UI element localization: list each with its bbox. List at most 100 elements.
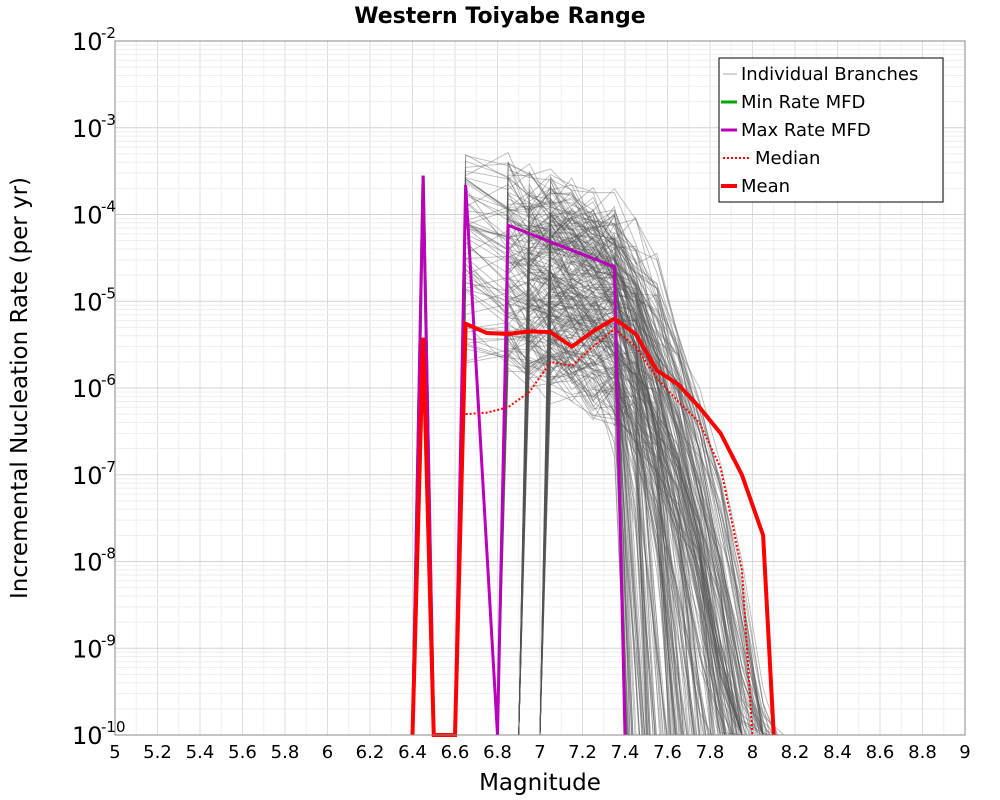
branch-curve xyxy=(454,200,657,736)
y-tick-base: 10 xyxy=(72,288,103,316)
branch-curve xyxy=(454,153,631,736)
y-tick-exponent: -3 xyxy=(101,111,116,129)
branch-curve xyxy=(518,257,700,736)
branch-curve xyxy=(454,256,645,736)
series-line-max-rate-mfd xyxy=(411,175,627,737)
branch-curve xyxy=(497,191,785,736)
branch-curve xyxy=(539,286,646,736)
branch-curve xyxy=(518,268,628,736)
branch-curve xyxy=(497,225,768,736)
branch-curve xyxy=(539,292,726,736)
branch-curve xyxy=(539,175,712,736)
branch-curve xyxy=(518,352,765,736)
series-line-median xyxy=(465,327,754,736)
branch-curve xyxy=(518,344,711,736)
branch-curve xyxy=(539,286,779,736)
branch-curve xyxy=(454,219,746,736)
x-axis-ticks: 5 5.2 5.4 5.6 5.8 6 6.2 6.4 6.6 6.8 7 7.2 7.4 7.6 7.8 8… xyxy=(109,742,970,763)
branch-curve xyxy=(454,177,648,736)
branch-curve xyxy=(497,339,684,736)
y-tick-label: 10-3 xyxy=(72,111,116,143)
branch-curve xyxy=(497,328,757,736)
branch-curve xyxy=(454,329,713,736)
branch-curve xyxy=(497,262,754,736)
branch-curve xyxy=(539,337,682,736)
branch-curve xyxy=(518,214,698,736)
branch-curve xyxy=(539,323,672,736)
y-tick-base: 10 xyxy=(72,202,103,230)
branch-curve xyxy=(539,270,725,736)
branch-curve xyxy=(539,341,748,736)
branch-curve xyxy=(497,236,694,736)
branch-curve xyxy=(518,217,783,736)
branch-curve xyxy=(518,188,715,736)
branch-curve xyxy=(539,248,670,736)
branch-curve xyxy=(497,333,776,736)
branch-curve xyxy=(518,271,706,736)
branch-curve xyxy=(518,260,668,736)
branch-curve xyxy=(497,354,746,736)
y-tick-exponent: -5 xyxy=(101,284,116,302)
branch-curve xyxy=(518,262,734,736)
branch-curve xyxy=(454,160,778,736)
branch-curve xyxy=(539,217,753,736)
branch-curve xyxy=(454,303,697,736)
branch-curve xyxy=(539,303,764,736)
branch-curve xyxy=(497,193,684,736)
y-tick-label: 10-2 xyxy=(72,24,116,56)
branch-curve xyxy=(518,301,716,736)
branch-curve xyxy=(497,219,731,736)
branch-curve xyxy=(454,225,779,736)
branch-curve xyxy=(539,239,643,736)
y-tick-label: 10-5 xyxy=(72,284,116,316)
branch-curve xyxy=(539,295,730,736)
branch-curve xyxy=(454,245,640,736)
branch-curve xyxy=(497,210,676,736)
y-tick-exponent: -4 xyxy=(101,198,116,216)
branch-curve xyxy=(454,290,706,736)
branch-curve xyxy=(497,226,762,736)
branch-curve xyxy=(454,337,668,736)
branch-curve xyxy=(539,255,682,736)
series-line-mean xyxy=(410,316,776,737)
branch-curve xyxy=(497,243,686,736)
branch-curve xyxy=(539,212,662,736)
branch-curve xyxy=(497,282,626,736)
branch-curve xyxy=(518,206,733,736)
y-tick-base: 10 xyxy=(72,722,103,750)
x-tick-label: 7.2 xyxy=(568,742,597,763)
x-tick-label: 5 xyxy=(109,742,120,763)
branch-curve xyxy=(539,308,734,736)
branch-curve xyxy=(518,262,627,736)
branch-curve xyxy=(539,214,780,736)
branch-curve xyxy=(539,242,706,736)
branch-curve xyxy=(497,161,743,736)
branch-curve xyxy=(518,220,664,736)
branch-curve xyxy=(497,327,641,736)
branch-curve xyxy=(497,327,705,736)
branch-curve xyxy=(454,178,685,736)
branch-curve xyxy=(454,180,713,736)
branch-curve xyxy=(454,348,651,736)
branch-curve xyxy=(518,348,644,736)
branches-layer xyxy=(454,151,785,736)
y-tick-exponent: -10 xyxy=(101,718,126,736)
branch-curve xyxy=(539,371,709,736)
branch-curve xyxy=(539,211,778,736)
y-tick-base: 10 xyxy=(72,115,103,143)
branch-curve xyxy=(454,181,673,736)
branch-curve xyxy=(497,283,649,736)
x-tick-label: 7 xyxy=(534,742,545,763)
branch-curve xyxy=(454,338,656,736)
y-tick-label: 10-4 xyxy=(72,198,116,230)
branch-curve xyxy=(454,200,777,736)
y-tick-label: 10-8 xyxy=(72,545,116,577)
legend-label-max: Max Rate MFD xyxy=(741,120,871,141)
branch-curve xyxy=(518,333,757,736)
branch-curve xyxy=(497,298,769,736)
branch-curve xyxy=(454,325,769,736)
branch-curve xyxy=(497,250,726,736)
branch-curve xyxy=(497,174,655,736)
branch-curve xyxy=(518,268,775,736)
branch-curve xyxy=(497,162,726,736)
